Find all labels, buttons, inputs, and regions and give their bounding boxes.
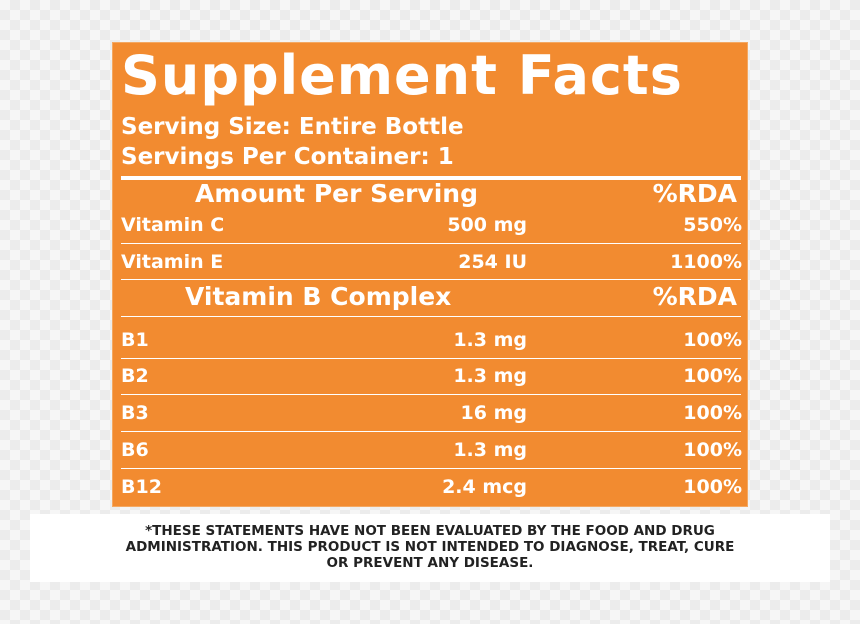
row-divider <box>121 243 741 244</box>
disclaimer-line: ADMINISTRATION. THIS PRODUCT IS NOT INTE… <box>125 539 735 555</box>
disclaimer-box: *THESE STATEMENTS HAVE NOT BEEN EVALUATE… <box>30 514 830 582</box>
nutrient-name: Vitamin C <box>121 214 225 236</box>
nutrient-rda: 1100% <box>670 251 742 273</box>
row-divider <box>121 468 741 469</box>
label-title: Supplement Facts <box>121 44 683 107</box>
nutrient-amount: 500 mg <box>447 214 527 236</box>
nutrient-name: B3 <box>121 402 149 424</box>
disclaimer-line: OR PREVENT ANY DISEASE. <box>326 555 534 571</box>
nutrient-row: B12 2.4 mcg 100% <box>113 472 749 502</box>
nutrient-name: Vitamin E <box>121 251 224 273</box>
b-complex-header: Vitamin B Complex <box>185 282 452 311</box>
serving-size: Serving Size: Entire Bottle <box>121 114 464 140</box>
nutrient-amount: 1.3 mg <box>453 329 527 351</box>
nutrient-rda: 100% <box>683 476 742 498</box>
amount-per-serving-header: Amount Per Serving <box>195 179 478 208</box>
row-divider <box>121 316 741 317</box>
nutrient-name: B6 <box>121 439 149 461</box>
nutrient-amount: 16 mg <box>460 402 527 424</box>
nutrient-amount: 254 IU <box>458 251 527 273</box>
nutrient-name: B1 <box>121 329 149 351</box>
nutrient-row: B2 1.3 mg 100% <box>113 361 749 391</box>
nutrient-rda: 550% <box>683 214 742 236</box>
nutrient-name: B12 <box>121 476 162 498</box>
nutrient-rda: 100% <box>683 439 742 461</box>
nutrient-amount: 1.3 mg <box>453 365 527 387</box>
row-divider <box>121 394 741 395</box>
nutrient-row: Vitamin C 500 mg 550% <box>113 210 749 240</box>
b-complex-rda-header: %RDA <box>652 282 737 311</box>
servings-per-container: Servings Per Container: 1 <box>121 144 454 170</box>
rda-header: %RDA <box>652 179 737 208</box>
row-divider <box>121 431 741 432</box>
disclaimer-line: *THESE STATEMENTS HAVE NOT BEEN EVALUATE… <box>145 523 715 539</box>
nutrient-row: B3 16 mg 100% <box>113 398 749 428</box>
nutrient-rda: 100% <box>683 365 742 387</box>
nutrient-row: Vitamin E 254 IU 1100% <box>113 247 749 277</box>
thick-divider <box>121 176 741 180</box>
row-divider <box>121 358 741 359</box>
nutrient-rda: 100% <box>683 402 742 424</box>
row-divider <box>121 279 741 280</box>
nutrient-rda: 100% <box>683 329 742 351</box>
supplement-facts-panel: Supplement Facts Serving Size: Entire Bo… <box>112 42 748 507</box>
nutrient-amount: 1.3 mg <box>453 439 527 461</box>
nutrient-name: B2 <box>121 365 149 387</box>
nutrient-row: B6 1.3 mg 100% <box>113 435 749 465</box>
nutrient-amount: 2.4 mcg <box>442 476 527 498</box>
nutrient-row: B1 1.3 mg 100% <box>113 325 749 355</box>
